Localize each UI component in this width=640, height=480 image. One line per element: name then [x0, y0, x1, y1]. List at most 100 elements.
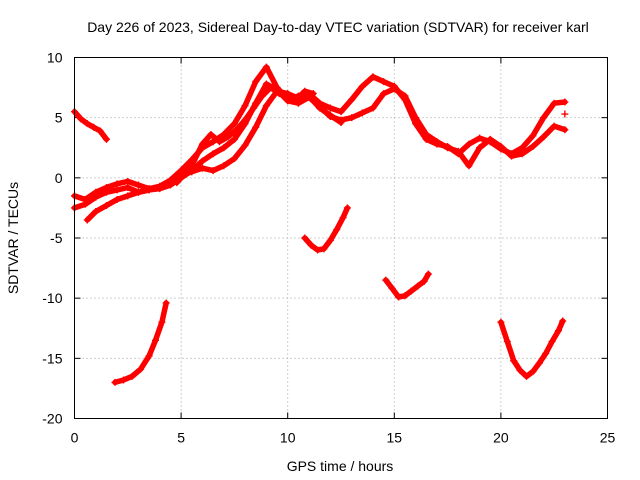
data-point [301, 234, 309, 242]
data-point [348, 114, 356, 122]
data-point [380, 78, 388, 86]
data-point [152, 336, 160, 344]
data-point [390, 85, 398, 93]
data-point [516, 366, 524, 374]
data-point [326, 236, 334, 244]
data-point [96, 127, 104, 135]
data-point [230, 135, 238, 143]
data-point [476, 134, 484, 142]
data-point [102, 135, 110, 143]
data-point [412, 114, 420, 122]
data-point [81, 200, 89, 208]
data-point [220, 162, 228, 170]
data-point [102, 202, 110, 210]
data-point [267, 84, 275, 92]
data-point [395, 293, 403, 301]
data-point [198, 140, 206, 148]
data-point [320, 245, 328, 253]
data-point [522, 372, 530, 380]
data-point [561, 126, 569, 134]
data-point [301, 87, 309, 95]
y-axis-title: SDTVAR / TECUs [5, 182, 21, 294]
series-arc-01 [71, 108, 110, 143]
data-point [83, 120, 91, 128]
tick-labels: 0 5 10 15 20 25 -20 -15 -10 -5 0 5 10 [42, 50, 615, 446]
data-point [258, 92, 266, 100]
data-point [252, 123, 260, 131]
data-point [548, 337, 556, 345]
data-point [292, 96, 300, 104]
data-point [326, 111, 334, 119]
data-point [241, 102, 249, 110]
data-point [339, 214, 347, 222]
data-point [284, 91, 292, 99]
data-point [190, 157, 198, 165]
data-point [382, 276, 390, 284]
plot-frame [74, 57, 608, 419]
series-arc-06 [301, 204, 351, 254]
y-tick-label: 10 [47, 50, 63, 66]
series-arc-07 [382, 270, 432, 301]
series-trace [71, 108, 110, 143]
data-point [535, 359, 543, 367]
data-point [337, 118, 345, 126]
series-arc-09 [497, 317, 567, 380]
chart-title: Day 226 of 2023, Sidereal Day-to-day VTE… [87, 19, 589, 35]
data-point [181, 169, 189, 177]
y-tick-label: -5 [50, 230, 63, 246]
data-point [284, 97, 292, 105]
data-point [102, 188, 110, 196]
x-tick-label: 5 [177, 430, 185, 446]
data-point [542, 350, 550, 358]
data-point [233, 126, 241, 134]
data-point [465, 162, 473, 170]
data-point [369, 73, 377, 81]
data-point [207, 131, 215, 139]
data-point [401, 92, 409, 100]
data-point [433, 138, 441, 146]
data-point [241, 141, 249, 149]
data-point [252, 78, 260, 86]
data-point [380, 90, 388, 98]
data-point [220, 144, 228, 152]
data-point [518, 144, 526, 152]
data-point [497, 318, 505, 326]
y-tick-label: -20 [42, 411, 62, 427]
data-point [337, 108, 345, 116]
data-point [422, 131, 430, 139]
data-point [401, 292, 409, 300]
data-point [407, 287, 415, 295]
data-point [124, 183, 132, 191]
data-point [198, 164, 206, 172]
data-point [314, 246, 322, 254]
data-point [529, 143, 537, 151]
x-tick-label: 15 [387, 430, 403, 446]
data-point [134, 181, 142, 189]
data-point [550, 99, 558, 107]
data-point [476, 144, 484, 152]
series-arc-02 [71, 63, 569, 203]
data-point [124, 192, 132, 200]
data-point [369, 104, 377, 112]
data-point [250, 104, 258, 112]
data-point [529, 368, 537, 376]
data-point [241, 116, 249, 124]
x-tick-label: 10 [280, 430, 296, 446]
data-point [326, 104, 334, 112]
data-point [128, 372, 136, 380]
data-point [444, 144, 452, 152]
data-point [209, 167, 217, 175]
data-point [333, 226, 341, 234]
data-point [518, 150, 526, 158]
data-point [124, 177, 132, 185]
data-point [83, 216, 91, 224]
x-tick-label: 20 [493, 430, 509, 446]
data-point [262, 80, 270, 88]
data-point [309, 90, 317, 98]
data-point [486, 135, 494, 143]
x-tick-label: 25 [600, 430, 616, 446]
data-point [262, 102, 270, 110]
data-point [554, 327, 562, 335]
data-point [111, 378, 119, 386]
